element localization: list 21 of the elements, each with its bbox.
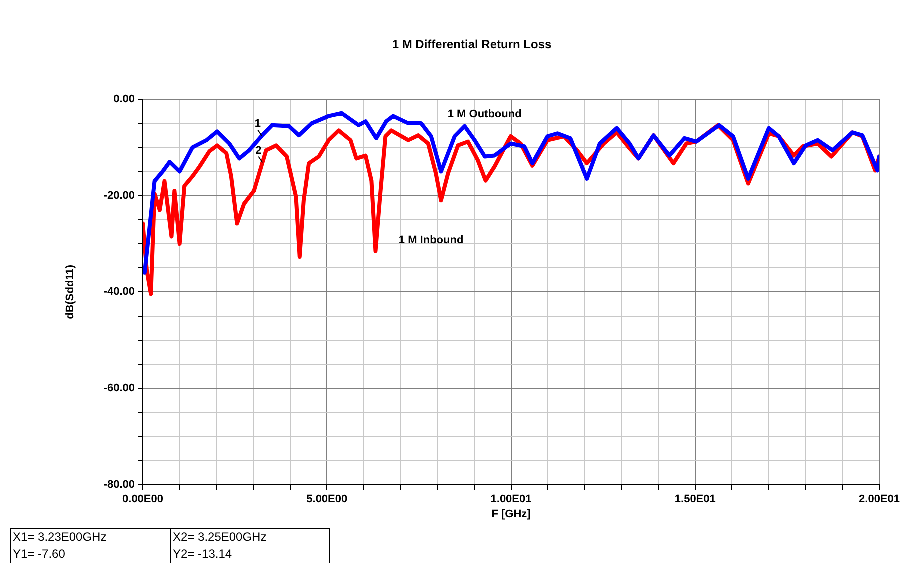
series-label: 1 M Inbound: [398, 234, 464, 247]
x-tick-label: 1.50E01: [674, 494, 716, 506]
x-tick-label: 2.00E01: [859, 494, 900, 506]
text: Y1= -7.60: [11, 546, 171, 563]
y-tick-label: -20.00: [104, 190, 135, 202]
chart-title: 1 M Differential Return Loss: [392, 38, 552, 52]
y-axis-title: dB(Sdd11): [64, 264, 77, 320]
y-tick-label: -60.00: [104, 382, 135, 395]
text: Y2= -13.14: [172, 546, 234, 563]
series-label: 1 M Outbound: [448, 108, 522, 120]
x-tick-label: 0.00E00: [122, 494, 164, 506]
text: X2= 3.25E00GHz: [172, 529, 268, 546]
x-tick-label: 5.00E00: [306, 494, 348, 506]
annotation: 1: [254, 118, 262, 130]
y-tick-label: 0.00: [114, 93, 135, 106]
y-tick-label: -80.00: [104, 479, 135, 492]
text: X1= 3.23E00GHz: [11, 529, 171, 546]
annotation: 2: [256, 144, 262, 157]
x-tick-label: 1.00E01: [490, 494, 532, 506]
y-tick-label: -40.00: [104, 286, 135, 298]
x-axis-title: F [GHz]: [492, 508, 532, 520]
